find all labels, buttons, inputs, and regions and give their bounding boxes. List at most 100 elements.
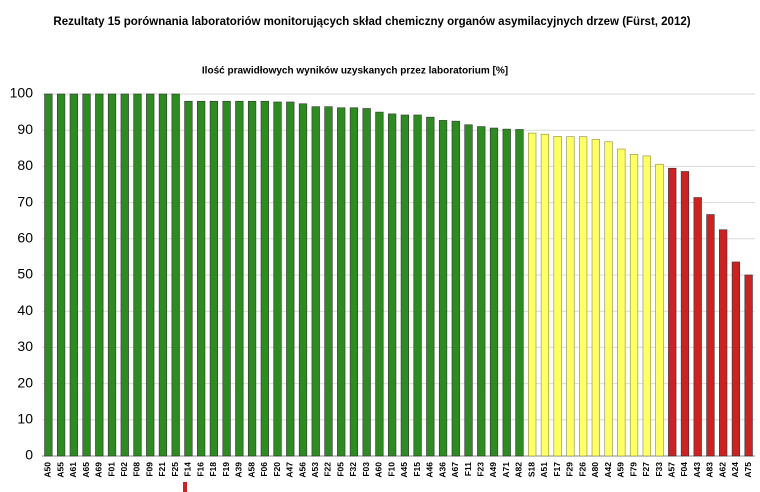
x-tick-label: F01 — [106, 462, 116, 477]
x-tick-label: F21 — [157, 462, 167, 477]
x-tick-label: F09 — [144, 462, 154, 477]
x-tick-label: A62 — [717, 462, 727, 478]
bar — [133, 93, 142, 457]
bar — [489, 127, 499, 457]
x-tick-label: F03 — [361, 462, 371, 477]
bar — [375, 111, 384, 457]
x-tick-label: A60 — [374, 462, 384, 478]
bar — [413, 114, 422, 457]
x-tick-label: A42 — [603, 462, 613, 478]
bar — [311, 106, 320, 457]
bar — [464, 124, 473, 457]
x-tick-label: A49 — [488, 462, 498, 478]
chart-subtitle: Ilość prawidłowych wyników uzyskanych pr… — [202, 66, 508, 77]
bar — [362, 108, 371, 457]
x-tick-label: A75 — [743, 462, 753, 478]
y-tick-label: 80 — [17, 157, 33, 173]
bar — [146, 93, 155, 457]
bar — [107, 93, 117, 457]
x-tick-label: A55 — [55, 462, 65, 478]
y-tick-label: 0 — [25, 447, 33, 463]
bar — [260, 100, 269, 457]
x-tick-label: F33 — [654, 462, 664, 477]
bar — [222, 100, 231, 457]
bar — [337, 107, 346, 457]
x-tick-label: A65 — [81, 462, 91, 478]
marker — [183, 482, 187, 492]
y-tick-label: 70 — [17, 193, 33, 209]
y-tick-label: 90 — [17, 121, 33, 137]
y-tick-label: 60 — [17, 230, 33, 246]
bar — [95, 93, 104, 457]
x-tick-label: A57 — [666, 462, 676, 478]
x-tick-label: A59 — [616, 462, 626, 478]
x-tick-label: F17 — [552, 462, 562, 477]
bar — [273, 101, 282, 457]
x-tick-label: A80 — [590, 462, 600, 478]
x-tick-label: F25 — [170, 462, 180, 477]
x-tick-label: F23 — [476, 462, 486, 477]
x-tick-label: F14 — [183, 462, 193, 477]
bar — [197, 100, 206, 457]
bar — [171, 93, 180, 457]
bar — [553, 136, 562, 457]
chart-title: Rezultaty 15 porównania laboratoriów mon… — [53, 16, 690, 28]
bar — [706, 214, 715, 457]
bar — [668, 167, 677, 457]
x-tick-label: A47 — [285, 462, 295, 478]
x-tick-label: A51 — [539, 462, 549, 478]
bar — [719, 229, 728, 457]
x-tick-label: F26 — [577, 462, 587, 477]
bar — [324, 106, 333, 457]
x-tick-label: F05 — [335, 462, 345, 477]
x-tick-label: F06 — [259, 462, 269, 477]
x-tick-label: A46 — [425, 462, 435, 478]
x-tick-label: F16 — [195, 462, 205, 477]
bar — [477, 126, 486, 457]
bar — [44, 93, 53, 457]
bar — [349, 107, 359, 457]
bar — [629, 154, 639, 457]
x-tick-label: A53 — [310, 462, 320, 478]
x-tick-label: A39 — [234, 462, 244, 478]
x-tick-label: A71 — [501, 462, 511, 478]
bar — [655, 163, 664, 457]
x-tick-label: F08 — [132, 462, 142, 477]
bar — [69, 93, 78, 457]
bar — [680, 171, 690, 457]
bar — [617, 148, 626, 457]
x-tick-label: A45 — [399, 462, 409, 478]
x-tick-label: F22 — [323, 462, 333, 477]
x-tick-label: F79 — [628, 462, 638, 477]
x-tick-label: A69 — [94, 462, 104, 478]
bar — [744, 274, 753, 457]
x-tick-label: A56 — [297, 462, 307, 478]
bar — [528, 132, 537, 457]
x-tick-label: F02 — [119, 462, 129, 477]
y-tick-label: 50 — [17, 266, 33, 282]
x-tick-label: A58 — [246, 462, 256, 478]
x-tick-label: F19 — [221, 462, 231, 477]
x-tick-label: F29 — [565, 462, 575, 477]
bar — [515, 129, 524, 457]
bar — [298, 103, 308, 457]
x-tick-label: A82 — [514, 462, 524, 478]
bar — [731, 261, 741, 457]
bar — [426, 116, 435, 457]
x-tick-label: F32 — [348, 462, 358, 477]
x-tick-label: S18 — [526, 462, 536, 477]
x-tick-label: A67 — [450, 462, 460, 478]
y-tick-label: 30 — [17, 338, 33, 354]
x-tick-label: F20 — [272, 462, 282, 477]
bar — [451, 120, 460, 457]
x-tick-label: A43 — [692, 462, 702, 478]
x-tick-label: F27 — [641, 462, 651, 477]
bar — [578, 136, 588, 457]
x-tick-label: A36 — [437, 462, 447, 478]
x-tick-label: F10 — [386, 462, 396, 477]
bar — [209, 100, 219, 457]
bar — [247, 100, 257, 457]
bar — [120, 93, 129, 457]
x-tick-label: F04 — [679, 462, 689, 477]
